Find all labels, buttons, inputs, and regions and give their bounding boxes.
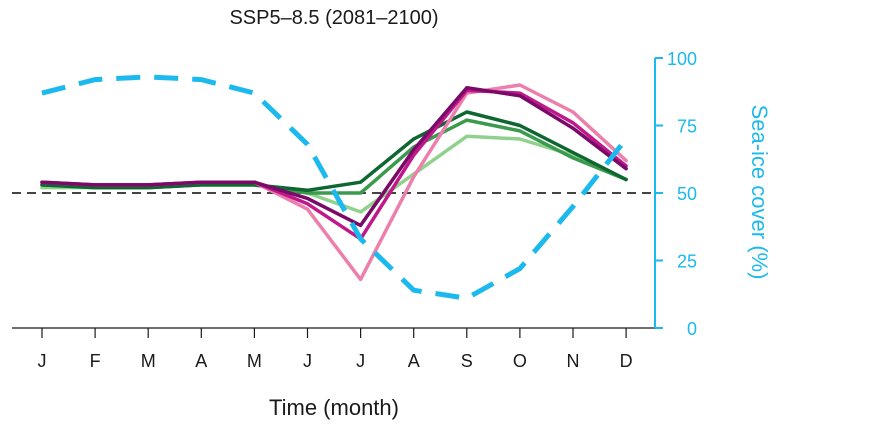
right-axis-label: Sea-ice cover (%) xyxy=(747,105,772,280)
right-tick-label-50: 50 xyxy=(677,184,697,204)
right-tick-label-25: 25 xyxy=(677,252,697,272)
x-tick-label-S: S xyxy=(461,351,473,371)
right-tick-label-100: 100 xyxy=(667,49,697,69)
series-line-magenta xyxy=(40,88,628,241)
x-axis-label: Time (month) xyxy=(269,395,399,420)
x-tick-label-O: O xyxy=(513,351,527,371)
chart-title: SSP5–8.5 (2081–2100) xyxy=(229,7,438,29)
x-tick-label-J: J xyxy=(303,351,312,371)
x-tick-label-N: N xyxy=(567,351,580,371)
right-tick-label-75: 75 xyxy=(677,117,697,137)
right-axis: 0 25 50 75 100 xyxy=(654,49,697,339)
x-tick-label-M: M xyxy=(141,351,156,371)
series-line-purple xyxy=(40,85,628,228)
series-line-sea-ice-cover xyxy=(41,74,629,301)
series-line-mid-green xyxy=(40,118,628,195)
x-tick-label-A: A xyxy=(408,351,420,371)
x-tick-label-J: J xyxy=(356,351,365,371)
series-line-light-green xyxy=(40,134,628,214)
series-layer xyxy=(40,74,629,301)
x-tick-label-A: A xyxy=(195,351,207,371)
x-tick-label-F: F xyxy=(90,351,101,371)
series-line-dark-green xyxy=(40,110,628,193)
right-tick-label-0: 0 xyxy=(687,319,697,339)
x-tick-label-M: M xyxy=(247,351,262,371)
x-tick-label-D: D xyxy=(620,351,633,371)
x-tick-label-J: J xyxy=(38,351,47,371)
